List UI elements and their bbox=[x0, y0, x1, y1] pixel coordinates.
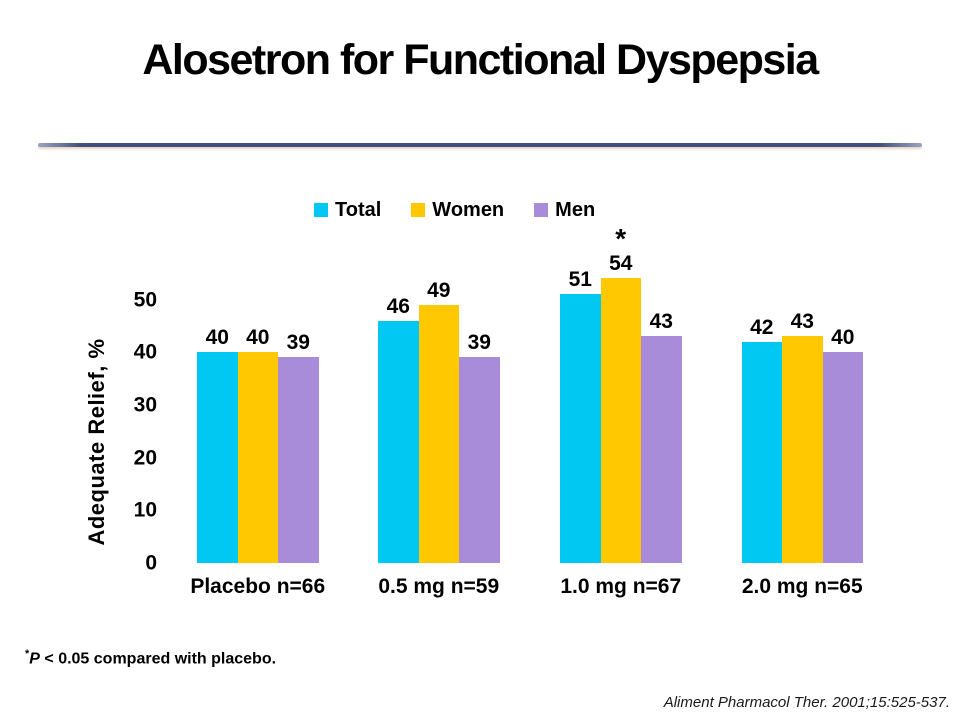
bar-value-label: 40 bbox=[831, 326, 855, 350]
legend-item-total: Total bbox=[314, 200, 381, 220]
bar-women-group4 bbox=[782, 336, 823, 563]
bar-value-label: 54 bbox=[609, 252, 633, 276]
bar-value-label: 46 bbox=[386, 294, 410, 318]
slide-title: Alosetron for Functional Dyspepsia bbox=[142, 36, 819, 84]
bar-men-group3 bbox=[641, 336, 682, 563]
bar-women-group1 bbox=[237, 352, 278, 563]
legend-label-men: Men bbox=[555, 199, 596, 221]
x-category-label: 1.0 mg n=67 bbox=[560, 575, 682, 598]
bar-total-group3 bbox=[560, 294, 601, 563]
citation: Aliment Pharmacol Ther. 2001;15:525-537. bbox=[663, 694, 950, 711]
bar-value-label: 51 bbox=[568, 268, 592, 292]
bar-value-label: 49 bbox=[427, 278, 451, 302]
y-tick-label-0: 0 bbox=[145, 551, 157, 575]
legend-label-women: Women bbox=[432, 199, 505, 221]
legend-swatch-men bbox=[534, 203, 549, 217]
bar-value-label: 43 bbox=[649, 310, 673, 334]
x-category-label: 0.5 mg n=59 bbox=[378, 575, 500, 598]
legend: Total Women Men bbox=[314, 200, 595, 220]
bar-men-group1 bbox=[278, 357, 319, 563]
bar-value-label: 40 bbox=[246, 326, 270, 350]
bar-total-group4 bbox=[741, 341, 782, 563]
bar-women-group2 bbox=[418, 304, 459, 563]
y-tick-label-40: 40 bbox=[133, 340, 157, 364]
legend-swatch-women bbox=[411, 203, 426, 217]
footnote-text: < 0.05 compared with placebo. bbox=[39, 650, 277, 668]
bar-men-group4 bbox=[822, 352, 863, 563]
title-divider bbox=[38, 143, 922, 147]
x-category-label: Placebo n=66 bbox=[190, 575, 326, 598]
bar-value-label: 39 bbox=[467, 331, 491, 355]
significance-asterisk: * bbox=[615, 223, 627, 255]
y-tick-label-50: 50 bbox=[133, 288, 157, 311]
bar-value-label: 43 bbox=[790, 310, 814, 334]
footnote-asterisk: * bbox=[25, 648, 30, 660]
bar-total-group1 bbox=[197, 352, 238, 563]
bar-value-label: 42 bbox=[750, 315, 774, 339]
bar-total-group2 bbox=[378, 320, 419, 563]
bar-value-label: 39 bbox=[286, 331, 310, 355]
legend-swatch-total bbox=[314, 203, 328, 217]
legend-item-men: Men bbox=[534, 200, 595, 220]
legend-label-total: Total bbox=[335, 199, 382, 221]
y-tick-label-10: 10 bbox=[133, 498, 157, 522]
footnote: *P < 0.05 compared with placebo. bbox=[25, 648, 276, 668]
x-category-label: 2.0 mg n=65 bbox=[741, 575, 863, 598]
bar-women-group3 bbox=[600, 278, 641, 563]
y-tick-label-20: 20 bbox=[133, 446, 157, 470]
y-tick-label-30: 30 bbox=[133, 393, 157, 417]
bar-value-label: 40 bbox=[205, 326, 229, 350]
bar-men-group2 bbox=[459, 357, 500, 563]
footnote-p: P bbox=[29, 650, 40, 668]
legend-item-women: Women bbox=[411, 200, 504, 220]
